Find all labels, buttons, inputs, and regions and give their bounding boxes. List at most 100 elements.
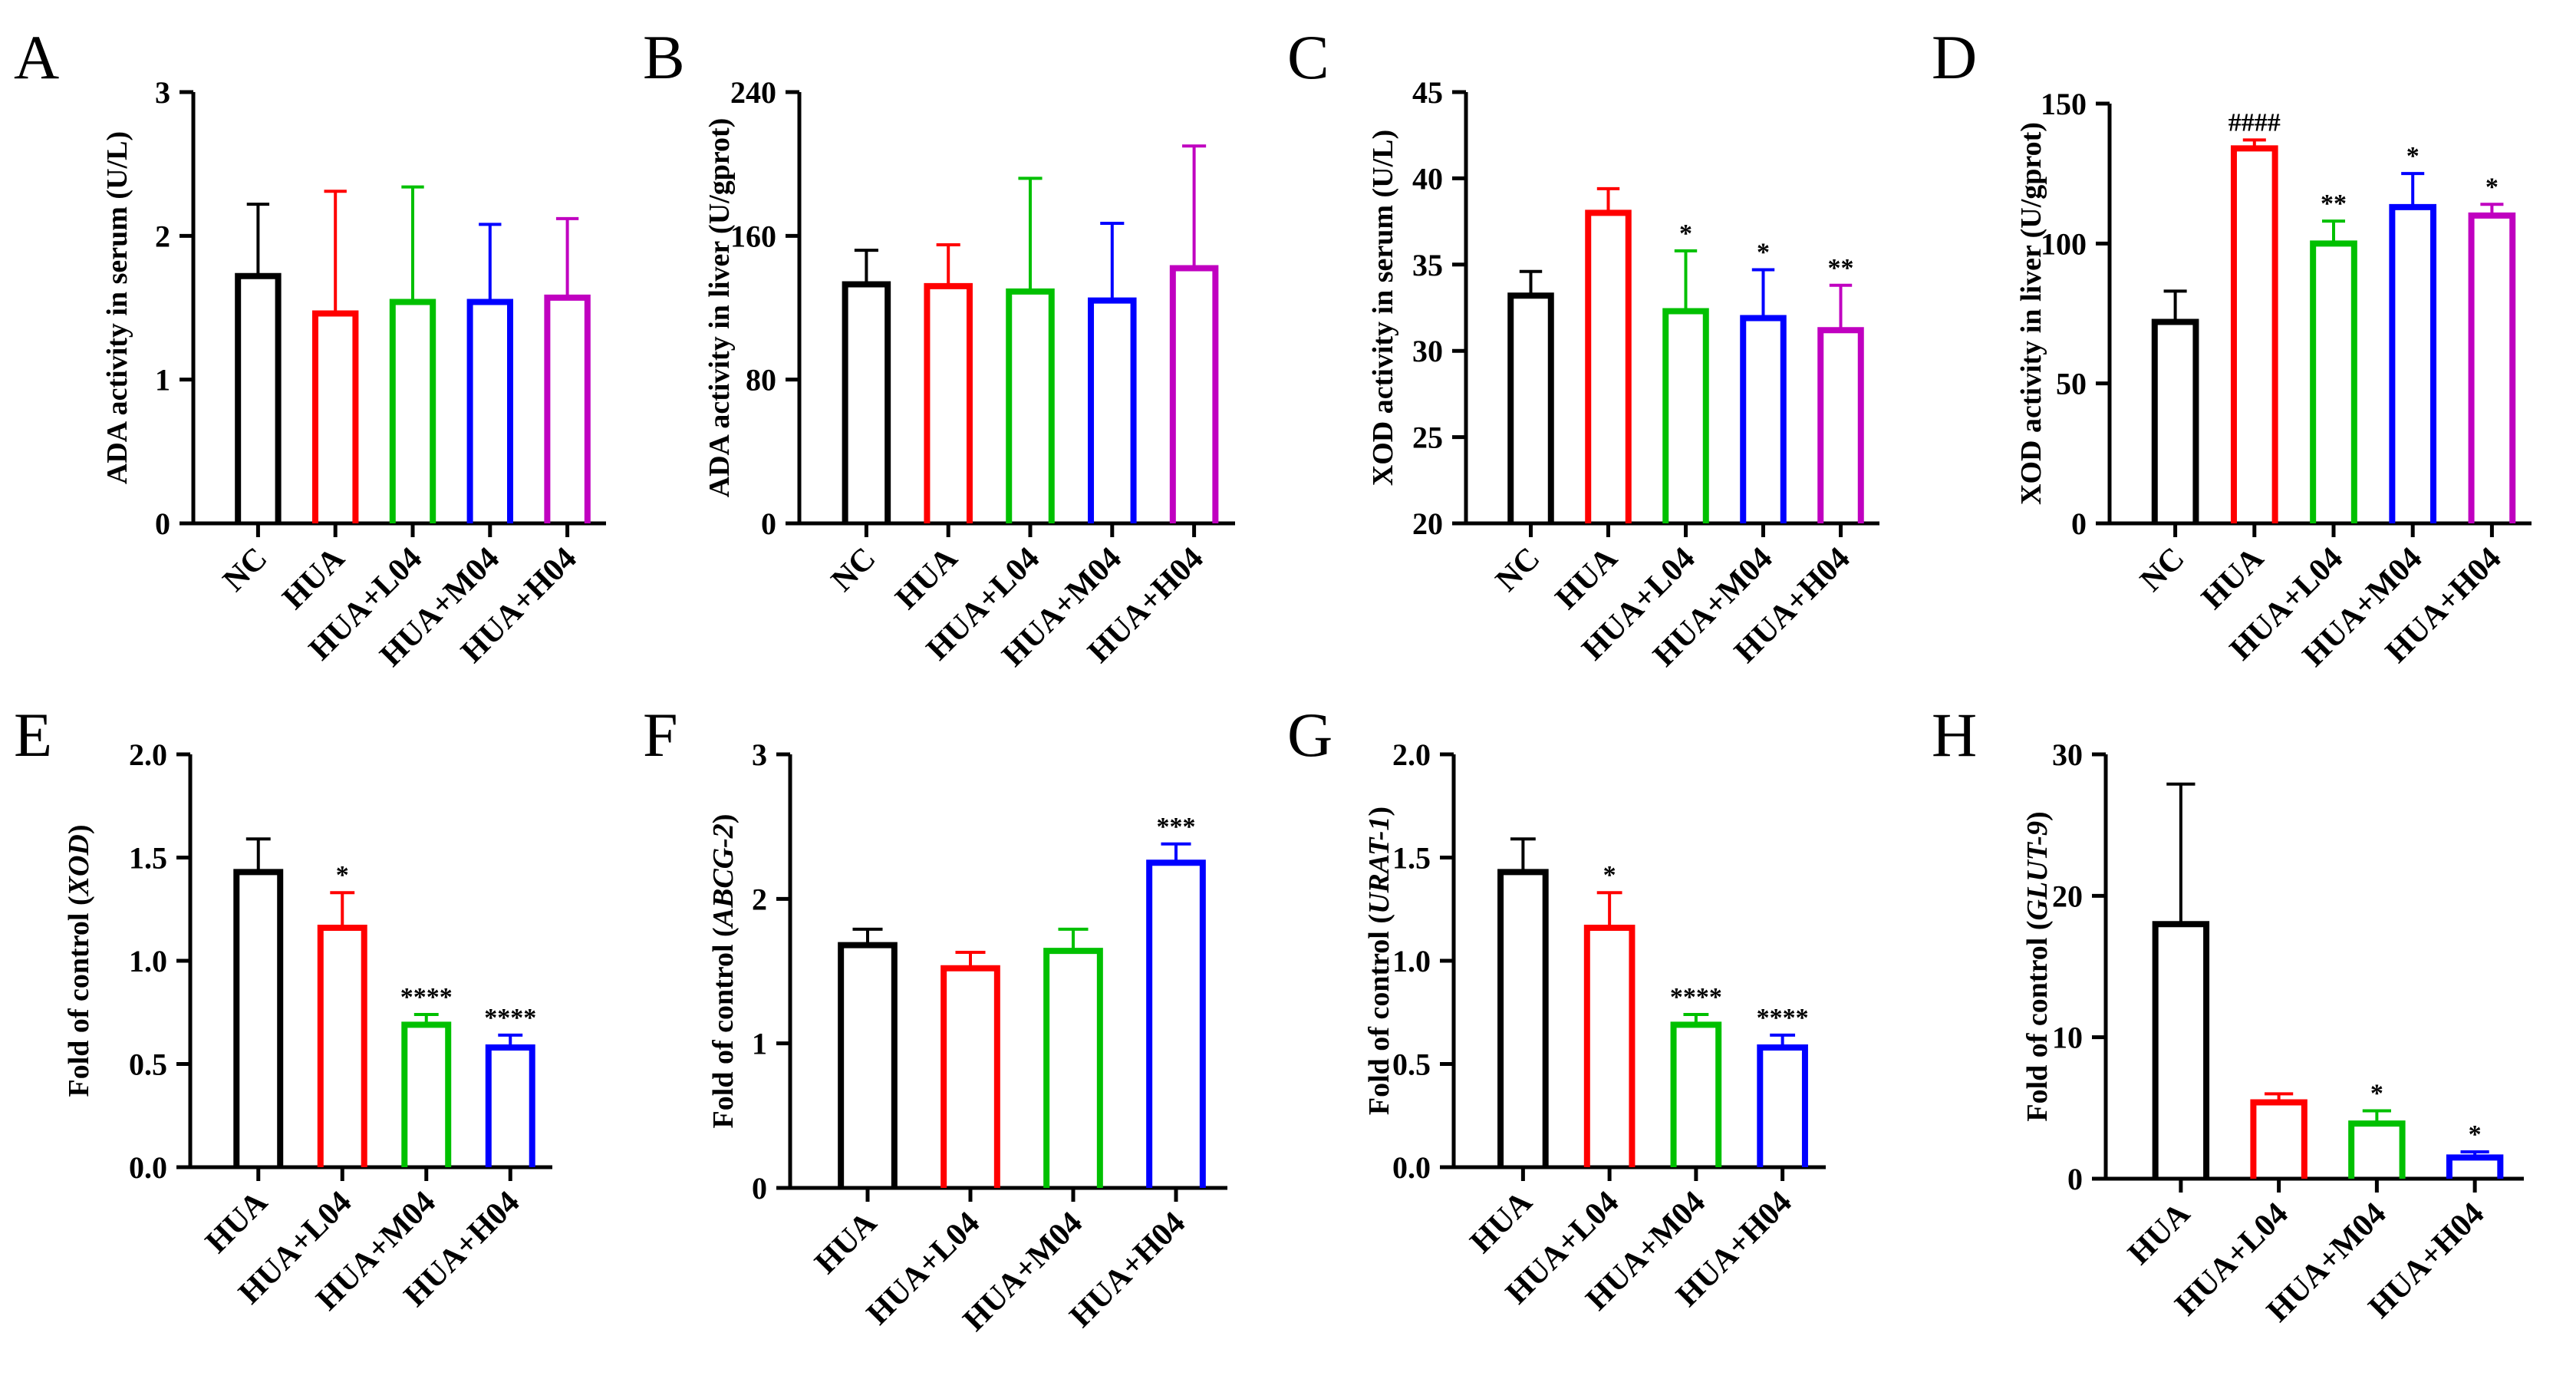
x-category-label: HUA xyxy=(2121,1196,2197,1272)
y-axis-label-text: XOD activity in serum (U/L) xyxy=(1367,130,1399,486)
error-bar xyxy=(479,223,502,302)
bar xyxy=(1043,948,1103,1188)
significance-label: * xyxy=(2469,1120,2482,1149)
bar xyxy=(311,310,359,523)
bar xyxy=(1585,209,1632,523)
y-axis-label-gene: XOD xyxy=(63,834,95,896)
error-bar xyxy=(1161,842,1191,863)
bar xyxy=(2310,240,2357,523)
bar-group xyxy=(311,190,359,523)
y-tick-label: 150 xyxy=(2041,87,2087,121)
y-axis-label-suffix: ) xyxy=(707,814,740,824)
panel-letter: G xyxy=(1287,700,1332,770)
y-axis-label-suffix: ) xyxy=(63,825,95,835)
error-bar xyxy=(1770,1033,1796,1047)
bar xyxy=(1006,288,1055,523)
bar xyxy=(1757,1044,1808,1167)
bar-group xyxy=(1585,186,1632,523)
error-bar xyxy=(401,185,424,302)
y-tick-label: 2.0 xyxy=(1392,737,1431,772)
bar-group xyxy=(1507,269,1554,523)
panel-b: B 0 80 160 240 ADA activity in liver (U/gprot… xyxy=(643,22,1235,674)
y-tick-label: 2.0 xyxy=(129,737,167,772)
x-category-label: HUA xyxy=(199,1184,275,1260)
significance-label: **** xyxy=(1670,983,1722,1011)
y-tick-label: 30 xyxy=(2052,737,2083,772)
bar xyxy=(389,299,436,523)
bar-group: * xyxy=(317,861,367,1167)
y-tick-label: 30 xyxy=(1412,334,1443,368)
y-axis-label-text: Fold of control ( xyxy=(63,896,95,1097)
y-tick-label: 0.5 xyxy=(129,1047,167,1082)
y-axis-label-suffix: ) xyxy=(2021,811,2054,821)
y-axis-label-gene: ABCG-2 xyxy=(707,823,740,929)
y-tick-label: 1.0 xyxy=(1392,944,1431,978)
y-tick-label: 240 xyxy=(730,75,776,110)
y-axis-label-text: ADA activity in serum (U/L) xyxy=(101,131,133,484)
panel-letter: B xyxy=(643,22,685,92)
significance-label: * xyxy=(1603,861,1616,889)
significance-label: * xyxy=(1757,239,1770,267)
error-bar xyxy=(1674,249,1698,312)
significance-label: **** xyxy=(400,983,453,1011)
bar-group xyxy=(466,223,514,523)
y-tick-label: 2 xyxy=(752,882,767,916)
bar-group xyxy=(924,243,973,523)
bar xyxy=(485,1044,535,1167)
y-axis-label-gene: GLUT-9 xyxy=(2021,821,2054,920)
error-bar xyxy=(2460,1150,2489,1158)
x-category-label: NC xyxy=(216,541,274,599)
bar xyxy=(2151,318,2199,523)
y-axis-label: ADA activity in serum (U/L) xyxy=(101,131,133,484)
bar xyxy=(842,281,891,523)
panel-e: E 0.0 0.5 1.0 1.5 2.0 Fold of control (XOD) HUA… xyxy=(14,700,552,1318)
y-tick-label: 50 xyxy=(2056,367,2087,401)
bar xyxy=(317,924,367,1167)
error-bar xyxy=(1519,269,1543,296)
y-axis-label-text: Fold of control ( xyxy=(2021,921,2054,1122)
panel-letter: A xyxy=(14,22,59,92)
significance-label: * xyxy=(2370,1080,2383,1108)
bar-group: **** xyxy=(1757,1004,1809,1167)
error-bar xyxy=(1829,283,1853,331)
y-axis-label: XOD activity in serum (U/L) xyxy=(1367,130,1399,486)
y-tick-label: 20 xyxy=(2052,879,2083,913)
bar-group xyxy=(544,216,591,523)
bar xyxy=(1662,308,1709,523)
significance-label: * xyxy=(2406,142,2420,170)
bar-group: **** xyxy=(400,983,453,1167)
error-bar xyxy=(1683,1012,1709,1025)
bar-group xyxy=(1006,176,1055,523)
significance-label: **** xyxy=(1757,1004,1809,1032)
bar xyxy=(235,272,282,523)
error-bar xyxy=(324,190,347,314)
bar-group: * xyxy=(1583,861,1636,1167)
bar-group: ** xyxy=(2310,190,2357,523)
bar-group: * xyxy=(2446,1120,2504,1179)
y-tick-label: 0.5 xyxy=(1392,1047,1431,1082)
significance-label: **** xyxy=(484,1004,536,1032)
error-bar xyxy=(1751,268,1775,318)
significance-label: *** xyxy=(1157,813,1196,841)
y-axis-label-text: XOD activity in liver (U/gprot) xyxy=(2015,122,2047,505)
y-axis-label: Fold of control (URAT-1) xyxy=(1363,807,1395,1115)
error-bar xyxy=(2362,1109,2391,1124)
y-axis-label-text: Fold of control ( xyxy=(707,927,740,1128)
significance-label: * xyxy=(2485,173,2499,201)
bar xyxy=(940,965,1000,1188)
bar xyxy=(838,942,898,1188)
bar xyxy=(1670,1021,1722,1167)
panel-g: G 0.0 0.5 1.0 1.5 2.0 Fold of control (URAT-1)… xyxy=(1287,700,1826,1318)
bar xyxy=(1088,297,1137,523)
x-category-label: HUA xyxy=(809,1205,884,1281)
error-bar xyxy=(1058,927,1089,952)
y-tick-label: 3 xyxy=(752,737,767,772)
error-bar xyxy=(936,243,960,286)
bar xyxy=(2230,145,2278,523)
y-tick-label: 3 xyxy=(155,75,170,110)
significance-label: * xyxy=(1679,219,1692,248)
bar-group: **** xyxy=(484,1004,536,1167)
